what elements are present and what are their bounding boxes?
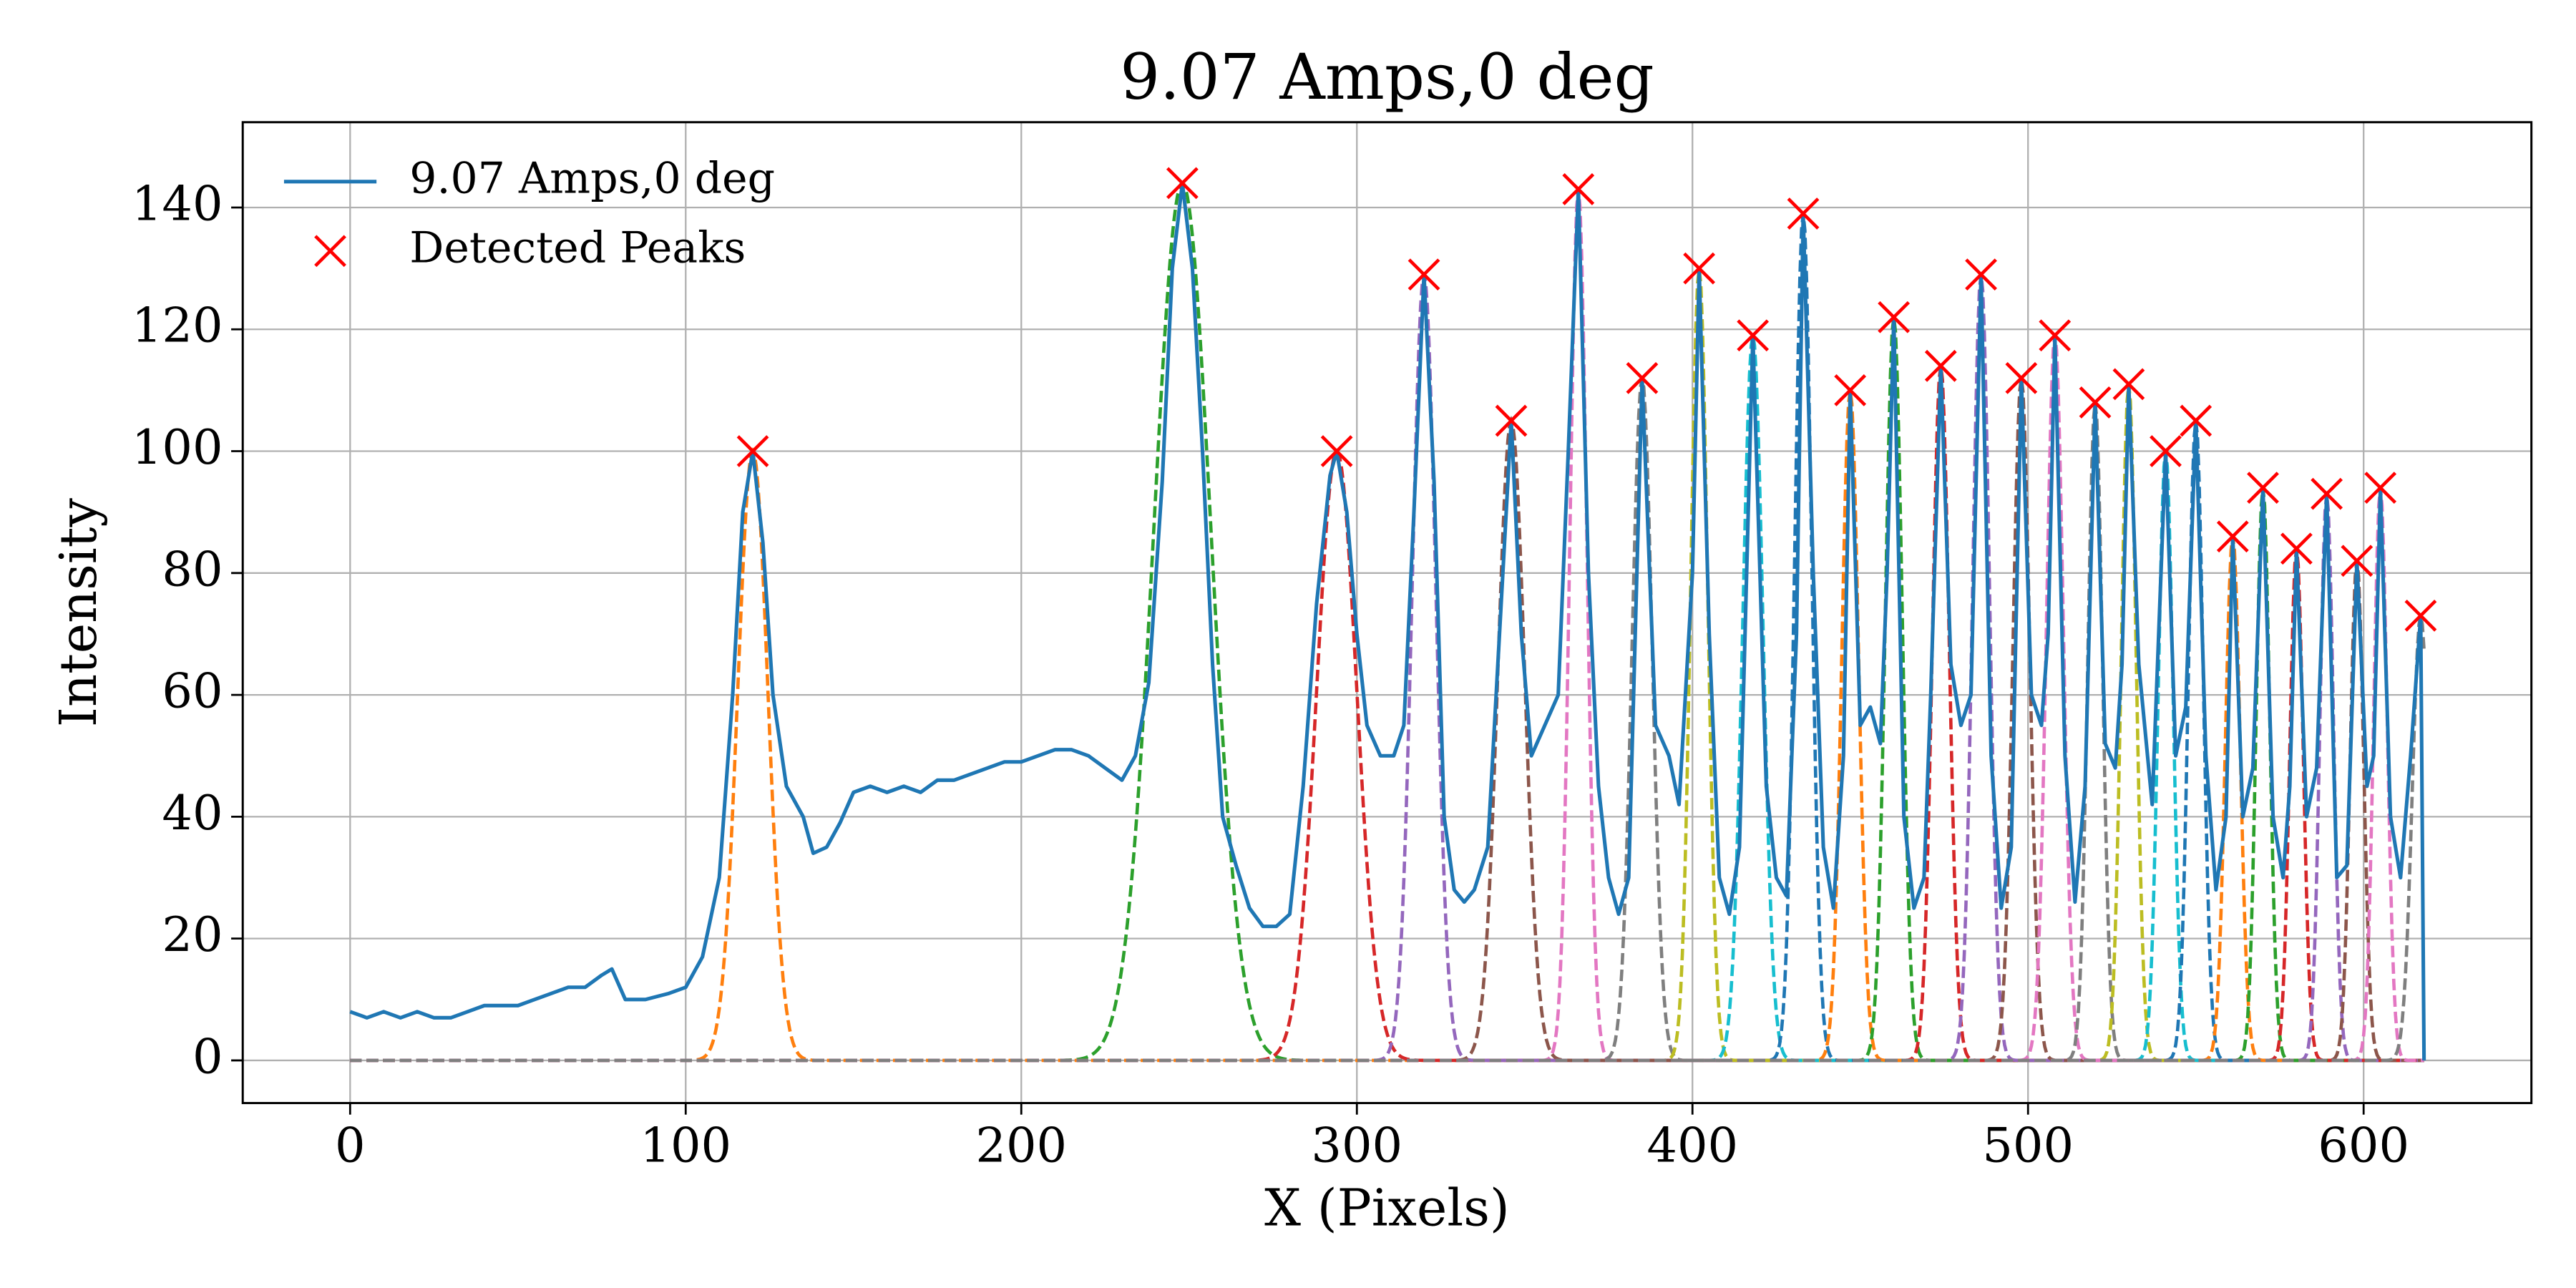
peak-marker [1834, 374, 1867, 406]
peak-marker [736, 435, 769, 467]
peak-marker [2247, 472, 2279, 504]
peak-marker [1166, 167, 1199, 200]
peak-marker [2112, 368, 2145, 401]
peak-marker [2079, 386, 2112, 419]
peak-marker [1407, 258, 1440, 291]
x-tick-label: 400 [1646, 1118, 1738, 1174]
legend-label: 9.07 Amps,0 deg [409, 153, 775, 203]
peak-marker [1495, 404, 1528, 437]
peak-marker [1737, 319, 1770, 352]
x-tick-label: 300 [1311, 1118, 1402, 1174]
y-tick-label: 140 [132, 175, 223, 231]
peak-marker [1320, 435, 1353, 467]
x-tick-label: 0 [335, 1118, 366, 1174]
peak-marker [1878, 301, 1911, 333]
peak-marker [2404, 600, 2437, 632]
x-tick-label: 200 [975, 1118, 1067, 1174]
y-tick-label: 20 [162, 907, 223, 962]
peak-marker [1626, 361, 1659, 394]
peak-marker [1683, 252, 1716, 285]
peak-marker [2341, 545, 2373, 577]
legend: 9.07 Amps,0 deg Detected Peaks [283, 153, 775, 273]
y-tick-label: 100 [132, 419, 223, 475]
peak-marker [2005, 361, 2038, 394]
peak-marker [1924, 349, 1957, 382]
peak-marker [2150, 435, 2182, 467]
y-tick-label: 40 [162, 785, 223, 841]
legend-swatch [314, 235, 346, 268]
y-tick-label: 120 [132, 298, 223, 353]
y-tick-label: 60 [162, 663, 223, 719]
peak-marker [1787, 197, 1820, 230]
peak-marker [2180, 404, 2212, 437]
y-tick-label: 0 [192, 1028, 223, 1084]
chart-title: 9.07 Amps,0 deg [1120, 41, 1654, 114]
peak-marker [2364, 472, 2397, 504]
gaussian-fit [350, 615, 2426, 1063]
peak-marker [2039, 319, 2072, 352]
x-axis-label: X (Pixels) [1264, 1178, 1510, 1237]
x-tick-label: 500 [1982, 1118, 2074, 1174]
gaussian-fit [350, 335, 2424, 1063]
y-tick-label: 80 [162, 541, 223, 597]
plot-area: 0 100 200 300 400 500 600 0 20 40 60 80 100 120 140 9.0… [132, 121, 2533, 1174]
data-line [349, 181, 2426, 1060]
x-tick-label: 100 [640, 1118, 731, 1174]
peak-marker [2216, 520, 2249, 553]
peak-marker [1562, 173, 1595, 205]
peak-marker [2311, 477, 2343, 510]
peak-marker [2280, 532, 2313, 565]
legend-label: Detected Peaks [409, 223, 746, 273]
y-axis-label: Intensity [49, 497, 108, 727]
data-layer [349, 180, 2426, 1063]
peak-marker [1965, 258, 1997, 291]
gaussian-fit [350, 402, 2424, 1063]
x-tick-label: 600 [2318, 1118, 2409, 1174]
axes-frame [241, 121, 2533, 1105]
